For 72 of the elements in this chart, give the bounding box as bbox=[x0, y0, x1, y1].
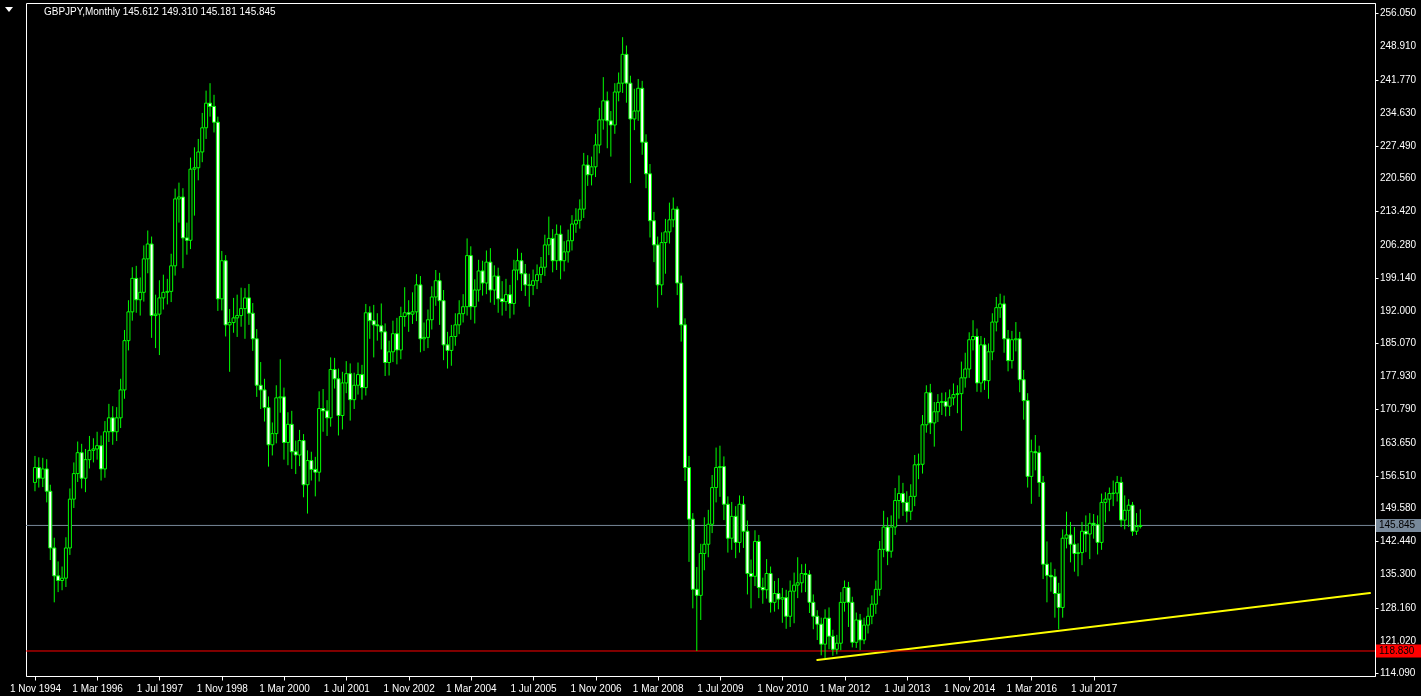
y-tick-label: 234.630 bbox=[1380, 106, 1417, 118]
y-tick-label: 248.910 bbox=[1380, 40, 1417, 52]
candlestick bbox=[375, 312, 380, 342]
candlestick bbox=[799, 563, 804, 594]
y-tick-label: 142.440 bbox=[1380, 535, 1417, 547]
candlestick bbox=[40, 457, 45, 488]
x-tick-label: 1 Nov 2002 bbox=[383, 682, 436, 694]
candlestick bbox=[1072, 526, 1077, 573]
candlestick bbox=[858, 613, 863, 651]
y-tick-label: 128.160 bbox=[1380, 601, 1417, 613]
y-tick-label: 135.300 bbox=[1380, 568, 1417, 580]
candlestick bbox=[394, 317, 399, 365]
candlestick bbox=[371, 304, 376, 358]
x-tick-label: 1 Mar 1996 bbox=[72, 682, 124, 694]
candlestick bbox=[784, 589, 789, 630]
x-tick-label: 1 Mar 2012 bbox=[819, 682, 871, 694]
x-tick-label: 1 Jul 2013 bbox=[884, 682, 931, 694]
candlestick bbox=[503, 278, 508, 312]
candlestick bbox=[157, 279, 162, 356]
y-tick-label: 192.000 bbox=[1380, 304, 1417, 316]
x-tick-label: 1 Jul 2005 bbox=[510, 682, 558, 694]
candlestick bbox=[1087, 512, 1092, 560]
y-tick-label: 199.140 bbox=[1380, 271, 1417, 283]
candlestick bbox=[242, 287, 247, 340]
candlestick bbox=[32, 455, 37, 492]
candlestick bbox=[780, 587, 785, 624]
y-tick-label: 121.020 bbox=[1380, 634, 1417, 646]
y-tick-label: 185.070 bbox=[1380, 337, 1417, 349]
candlestick bbox=[492, 264, 497, 306]
x-tick-label: 1 Nov 1994 bbox=[9, 682, 62, 694]
y-tick-label: 206.280 bbox=[1380, 238, 1417, 250]
x-tick-label: 1 Jul 2001 bbox=[323, 682, 371, 694]
y-tick-label: 227.490 bbox=[1380, 139, 1417, 151]
candlestick bbox=[764, 558, 769, 600]
x-tick-label: 1 Nov 2014 bbox=[944, 682, 996, 694]
candlestick bbox=[110, 405, 115, 446]
y-tick-label: 256.050 bbox=[1380, 7, 1417, 19]
candlestick bbox=[496, 267, 501, 314]
x-tick-label: 1 Mar 2000 bbox=[259, 682, 311, 694]
x-tick-label: 1 Nov 2006 bbox=[570, 682, 623, 694]
x-tick-label: 1 Nov 2010 bbox=[757, 682, 809, 694]
x-tick-label: 1 Nov 1998 bbox=[196, 682, 249, 694]
y-tick-label: 163.650 bbox=[1380, 436, 1417, 448]
candlestick bbox=[527, 273, 532, 308]
x-tick-label: 1 Mar 2016 bbox=[1006, 682, 1058, 694]
y-tick-label: 177.930 bbox=[1380, 370, 1417, 382]
candlestick bbox=[484, 249, 489, 295]
y-tick-label: 170.790 bbox=[1380, 403, 1417, 415]
y-tick-label: 156.510 bbox=[1380, 469, 1417, 481]
x-tick-label: 1 Jul 2009 bbox=[697, 682, 744, 694]
ref-line-label: 145.845 bbox=[1379, 519, 1416, 531]
candlestick bbox=[519, 252, 524, 292]
candlestick bbox=[406, 299, 411, 333]
chart-title: GBPJPY,Monthly 145.612 149.310 145.181 145.845 bbox=[44, 6, 277, 17]
candlestick bbox=[134, 265, 139, 314]
candlestick bbox=[1111, 480, 1116, 507]
ref-line-label: 118.830 bbox=[1379, 644, 1415, 656]
candlestick bbox=[480, 260, 485, 297]
x-tick-label: 1 Mar 2008 bbox=[632, 682, 684, 694]
y-tick-label: 114.090 bbox=[1380, 667, 1416, 679]
x-tick-label: 1 Jul 1997 bbox=[136, 682, 184, 694]
candlestick bbox=[1083, 514, 1088, 553]
x-tick-label: 1 Mar 2004 bbox=[446, 682, 498, 694]
y-tick-label: 220.560 bbox=[1380, 172, 1417, 184]
y-tick-label: 213.420 bbox=[1380, 205, 1417, 217]
candlestick bbox=[36, 456, 41, 489]
x-tick-label: 1 Jul 2017 bbox=[1071, 682, 1118, 694]
y-tick-label: 241.770 bbox=[1380, 73, 1417, 85]
candlestick bbox=[309, 451, 314, 482]
candlestick bbox=[99, 434, 104, 482]
y-tick-label: 149.580 bbox=[1380, 502, 1417, 514]
candlestick bbox=[729, 501, 734, 551]
